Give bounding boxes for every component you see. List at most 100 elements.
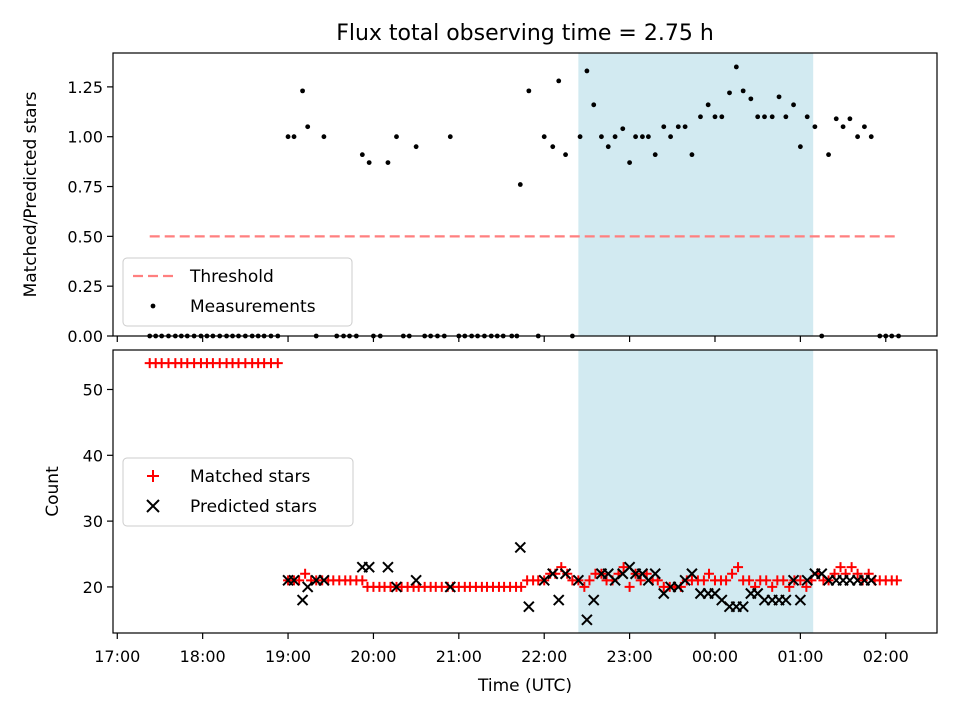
measurement-point bbox=[689, 152, 695, 158]
matched-star-point bbox=[562, 568, 573, 579]
matched-star-point bbox=[635, 575, 646, 586]
measurement-point bbox=[668, 134, 673, 140]
matched-star-point bbox=[624, 581, 635, 592]
measurement-point bbox=[517, 182, 523, 187]
measurement-point bbox=[862, 124, 867, 130]
measurement-point bbox=[661, 124, 667, 130]
matched-star-point bbox=[852, 568, 863, 579]
matched-star-point bbox=[516, 581, 527, 592]
y-tick-label: 20 bbox=[83, 578, 103, 597]
measurement-point bbox=[366, 160, 372, 166]
chart-title: Flux total observing time = 2.75 h bbox=[336, 21, 714, 46]
matched-star-point bbox=[704, 568, 715, 579]
measurement-point bbox=[783, 114, 789, 120]
measurement-point bbox=[413, 144, 419, 150]
predicted-star-point bbox=[794, 594, 807, 606]
measurement-point bbox=[833, 116, 839, 122]
measurement-point bbox=[599, 134, 604, 140]
measurement-point bbox=[652, 152, 658, 158]
measurement-point bbox=[804, 114, 810, 120]
series-matched-stars bbox=[144, 358, 902, 592]
measurement-point bbox=[791, 102, 796, 108]
predicted-star-point bbox=[686, 568, 698, 580]
measurement-point bbox=[762, 114, 767, 120]
measurement-point bbox=[627, 160, 633, 166]
ratio-plot: 0.00 0.25 0.50 0.75 1.00 1.25 Matched/Predicte… bbox=[21, 52, 938, 346]
matched-star-point bbox=[579, 581, 590, 592]
measurement-point bbox=[526, 88, 532, 94]
legend-label: Threshold bbox=[189, 267, 274, 287]
predicted-star-point bbox=[547, 568, 559, 580]
matched-star-point bbox=[835, 562, 846, 573]
predicted-star-point bbox=[737, 600, 749, 613]
matched-star-point bbox=[584, 575, 595, 586]
matched-star-point bbox=[846, 562, 857, 573]
y-axis-label: Matched/Predicted stars bbox=[21, 91, 41, 297]
measurement-point bbox=[748, 96, 754, 102]
legend-box bbox=[122, 257, 353, 327]
matched-star-point bbox=[618, 562, 629, 573]
measurement-point bbox=[291, 134, 297, 140]
measurement-point bbox=[719, 114, 725, 120]
predicted-star-point bbox=[865, 574, 877, 587]
predicted-star-point bbox=[382, 561, 394, 573]
y-tick-label: 0.75 bbox=[67, 178, 103, 197]
measurement-point bbox=[769, 114, 775, 120]
measurement-point bbox=[755, 114, 761, 120]
y-tick-label: 0.25 bbox=[67, 277, 103, 296]
measurement-point bbox=[300, 88, 305, 94]
measurement-point bbox=[727, 90, 732, 96]
measurement-point bbox=[556, 78, 562, 84]
x-tick-label: 02:00 bbox=[863, 647, 909, 666]
observing-span-shade bbox=[578, 53, 814, 336]
x-tick-label: 18:00 bbox=[180, 647, 226, 666]
series-measurements bbox=[147, 64, 901, 339]
x-tick-label: 19:00 bbox=[265, 647, 311, 666]
matched-star-point bbox=[294, 575, 305, 586]
matched-star-point bbox=[727, 568, 738, 579]
measurement-point bbox=[855, 134, 860, 140]
measurement-point bbox=[797, 144, 803, 150]
y-tick-label: 50 bbox=[83, 380, 103, 399]
predicted-star-point bbox=[514, 541, 527, 554]
series-predicted-stars bbox=[282, 541, 877, 626]
legend-label: Matched stars bbox=[190, 467, 310, 487]
observing-span-shade bbox=[578, 350, 814, 633]
legend-predicted-swatch bbox=[146, 499, 160, 513]
measurement-point bbox=[847, 116, 853, 122]
measurement-point bbox=[541, 134, 547, 140]
measurement-point bbox=[285, 134, 291, 140]
measurement-point bbox=[394, 134, 399, 140]
matched-star-point bbox=[795, 575, 806, 586]
predicted-star-point bbox=[288, 574, 300, 587]
matched-star-point bbox=[767, 581, 778, 592]
measurement-point bbox=[577, 134, 583, 140]
measurement-point bbox=[563, 152, 568, 158]
predicted-star-point bbox=[390, 581, 403, 593]
measurement-point bbox=[550, 144, 556, 150]
measurement-point bbox=[591, 102, 597, 108]
legend-box bbox=[122, 457, 354, 527]
y-axis-label: Count bbox=[43, 466, 63, 517]
matched-star-point bbox=[857, 575, 868, 586]
predicted-star-point bbox=[649, 568, 661, 580]
predicted-star-point bbox=[523, 600, 535, 613]
x-tick-label: 21:00 bbox=[436, 647, 482, 666]
y-tick-label: 40 bbox=[83, 446, 103, 465]
matched-star-point bbox=[744, 575, 755, 586]
predicted-star-point bbox=[318, 574, 330, 587]
measurement-point bbox=[633, 134, 638, 140]
matched-star-point bbox=[698, 575, 709, 586]
predicted-star-point bbox=[363, 561, 375, 573]
x-tick-label: 17:00 bbox=[94, 647, 140, 666]
predicted-star-point bbox=[780, 594, 792, 606]
predicted-star-point bbox=[296, 594, 309, 606]
legend-matched-swatch bbox=[147, 470, 159, 482]
measurement-point bbox=[840, 124, 846, 130]
predicted-star-point bbox=[553, 594, 565, 606]
count-plot: 20 30 40 50 17:00 18:00 19:00 20:00 21:00 22:00 23… bbox=[43, 349, 938, 666]
measurement-point bbox=[705, 102, 711, 108]
matched-star-point bbox=[761, 575, 772, 586]
y-tick-label: 30 bbox=[83, 512, 103, 531]
